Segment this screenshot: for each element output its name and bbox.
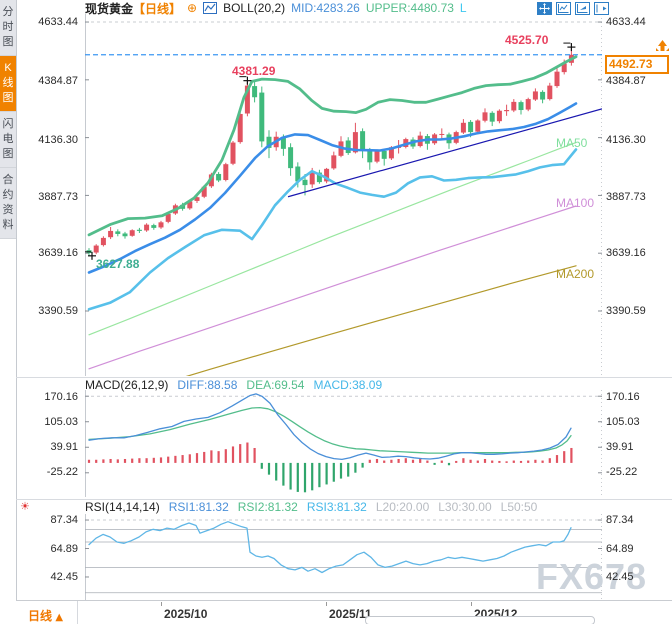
macd-axis-label: -25.22 [606, 466, 638, 478]
sidebar-item-tab[interactable]: 合约资料 [0, 168, 16, 239]
x-axis-label: 2025/11 [329, 607, 372, 621]
panel-divider [16, 377, 672, 378]
boll-lower-value: L [459, 1, 467, 15]
main-axis-label: 4384.87 [606, 75, 646, 87]
main-axis-label: 3390.59 [38, 305, 78, 317]
x-axis-label: 2025/10 [164, 607, 208, 621]
main-axis-label: 4633.44 [606, 16, 646, 28]
period-label: 日线 [28, 609, 53, 623]
main-axis-label: 4136.30 [38, 134, 78, 146]
macd-axis-label: 105.03 [44, 416, 78, 428]
macd-axis-label: 39.91 [50, 441, 78, 453]
period-selector[interactable]: 日线 ▲ [28, 607, 63, 624]
rsi-l20-value: L20:20.00 [375, 500, 430, 514]
sidebar-item-active[interactable]: K线图 [0, 56, 16, 112]
sidebar-item-tab[interactable]: 闪电图 [0, 112, 16, 168]
indicator-settings-icon[interactable]: ☀ [20, 500, 30, 513]
macd-axis-label: 39.91 [606, 441, 634, 453]
symbol-name: 现货黄金【日线】 [85, 0, 181, 17]
rsi2-value: RSI2:81.32 [237, 500, 298, 514]
main-axis-label: 3390.59 [606, 305, 646, 317]
macd-axis-label: -25.22 [46, 466, 78, 478]
ma50-label: MA50 [556, 136, 588, 150]
main-axis-label: 3887.73 [606, 191, 646, 203]
main-chart-canvas[interactable] [85, 14, 602, 376]
peak-price-label: 4381.29 [232, 64, 276, 78]
macd-chart-canvas[interactable] [85, 390, 602, 497]
macd-dea-value: DEA:69.54 [246, 378, 305, 392]
sidebar-item-tab[interactable]: 分时图 [0, 0, 16, 56]
current-price-box: 4492.73 [605, 55, 669, 74]
period-tag: 【日线】 [133, 1, 182, 16]
sidebar: 分时图 K线图 闪电图 合约资料 [0, 0, 17, 624]
main-axis-label: 3639.16 [606, 247, 646, 259]
symbol-text: 现货黄金 [85, 1, 134, 16]
macd-diff-value: DIFF:88.58 [177, 378, 238, 392]
add-indicator-icon[interactable]: ⊕ [187, 1, 198, 15]
main-axis-label: 4384.87 [38, 75, 78, 87]
macd-axis-label: 105.03 [606, 416, 640, 428]
pan-tool-icon[interactable] [537, 2, 552, 15]
chart-toolbar [537, 2, 609, 15]
rsi-chart-canvas[interactable] [85, 514, 602, 600]
axis-scale-icon[interactable] [575, 2, 590, 15]
chart-header: 现货黄金【日线】 ⊕ BOLL(20,2) MID:4283.26 UPPER:… [85, 0, 467, 17]
bottom-bar-divider [77, 601, 78, 624]
rsi-axis-label: 42.45 [50, 571, 78, 583]
rsi-l50-value: L50:50 [500, 500, 538, 514]
fx678-watermark: FX678 [536, 556, 648, 597]
rsi-header: RSI(14,14,14) RSI1:81.32 RSI2:81.32 RSI3… [85, 500, 537, 514]
x-axis-tick [161, 602, 162, 606]
macd-axis-label: 170.16 [44, 391, 78, 403]
low-price-label: 3627.88 [96, 257, 140, 271]
chart-type-icon[interactable] [203, 2, 218, 14]
boll-upper-value: UPPER:4480.73 [365, 1, 454, 15]
x-axis-tick [326, 602, 327, 606]
collapse-panel-icon[interactable] [594, 2, 609, 15]
rsi-title: RSI(14,14,14) [85, 500, 160, 514]
main-axis-label: 3887.73 [38, 191, 78, 203]
rsi-axis-label: 42.45 [606, 571, 634, 583]
panel-divider [16, 499, 672, 500]
macd-title: MACD(26,12,9) [85, 378, 169, 392]
rsi-axis-label: 64.89 [606, 543, 634, 555]
rsi1-value: RSI1:81.32 [168, 500, 229, 514]
horizontal-scrollbar-thumb[interactable] [365, 616, 595, 624]
main-axis-label: 4136.30 [606, 134, 646, 146]
ma100-label: MA100 [556, 196, 595, 210]
fit-chart-icon[interactable] [556, 2, 571, 15]
main-axis-label: 3639.16 [38, 247, 78, 259]
rsi-axis-label: 87.34 [606, 514, 634, 526]
ma200-label: MA200 [556, 267, 595, 281]
boll-mid-value: MID:4283.26 [291, 1, 360, 15]
macd-header: MACD(26,12,9) DIFF:88.58 DEA:69.54 MACD:… [85, 378, 382, 392]
chevron-up-icon: ▲ [55, 612, 64, 623]
rsi-l30-value: L30:30.00 [438, 500, 492, 514]
rsi-axis-label: 87.34 [50, 514, 78, 526]
macd-macd-value: MACD:38.09 [313, 378, 383, 392]
high-price-label: 4525.70 [505, 33, 549, 47]
rsi3-value: RSI3:81.32 [306, 500, 367, 514]
bottom-bar: 日线 ▲ 2025/10 2025/11 2025/12 [16, 600, 672, 624]
main-axis-label: 4633.44 [38, 16, 78, 28]
rsi-axis-label: 64.89 [50, 543, 78, 555]
x-axis-tick [471, 602, 472, 606]
macd-axis-label: 170.16 [606, 391, 640, 403]
latest-price-arrow-icon[interactable] [656, 40, 669, 60]
indicator-name: BOLL(20,2) [223, 1, 286, 15]
